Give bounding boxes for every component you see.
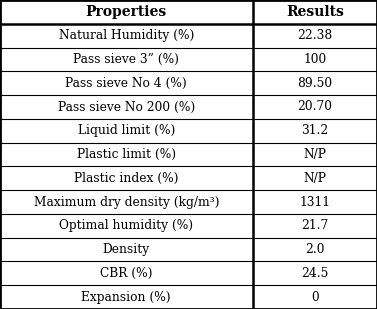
Text: 31.2: 31.2 — [301, 124, 328, 137]
Text: N/P: N/P — [303, 172, 326, 185]
Text: 1311: 1311 — [299, 196, 330, 209]
Text: Optimal humidity (%): Optimal humidity (%) — [59, 219, 193, 232]
Text: Pass sieve 3” (%): Pass sieve 3” (%) — [73, 53, 179, 66]
Text: Density: Density — [103, 243, 150, 256]
Text: Liquid limit (%): Liquid limit (%) — [78, 124, 175, 137]
Text: 22.38: 22.38 — [297, 29, 333, 42]
Text: 2.0: 2.0 — [305, 243, 325, 256]
Text: Maximum dry density (kg/m³): Maximum dry density (kg/m³) — [34, 196, 219, 209]
Text: 0: 0 — [311, 291, 319, 304]
Text: Results: Results — [286, 5, 344, 19]
Text: Plastic limit (%): Plastic limit (%) — [77, 148, 176, 161]
Text: CBR (%): CBR (%) — [100, 267, 153, 280]
Text: 89.50: 89.50 — [297, 77, 333, 90]
Text: Pass sieve No 200 (%): Pass sieve No 200 (%) — [58, 100, 195, 113]
Text: 21.7: 21.7 — [301, 219, 328, 232]
Text: N/P: N/P — [303, 148, 326, 161]
Text: Expansion (%): Expansion (%) — [81, 291, 171, 304]
Text: Properties: Properties — [86, 5, 167, 19]
Text: 100: 100 — [303, 53, 326, 66]
Text: Pass sieve No 4 (%): Pass sieve No 4 (%) — [66, 77, 187, 90]
Text: Natural Humidity (%): Natural Humidity (%) — [58, 29, 194, 42]
Text: Plastic index (%): Plastic index (%) — [74, 172, 179, 185]
Text: 20.70: 20.70 — [297, 100, 332, 113]
Text: 24.5: 24.5 — [301, 267, 328, 280]
